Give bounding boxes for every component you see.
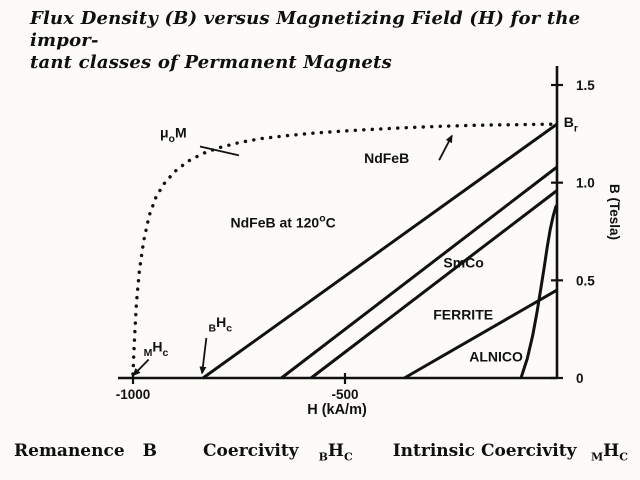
x-tick-label: -1000 [116,387,151,402]
remanence-symbol: B [142,441,158,461]
series-ndfeb [202,122,558,380]
figure-title-line1: Flux Density (B) versus Magnetizing Fiel… [30,8,581,51]
mu0M-label-pointer [199,145,240,157]
remanence-label: Remanence [14,441,125,461]
alnico-label: ALNICO [469,348,523,364]
series-smco [310,189,558,380]
mhc-label-pointer [132,358,150,377]
mhc-label: MHc [144,339,169,360]
intrinsic-coercivity-label: Intrinsic Coercivity [392,441,577,461]
y-tick-label: 0.5 [576,273,595,288]
ndfeb120-label: NdFeB at 120oC [231,213,336,231]
y-tick-label: 1.5 [576,78,595,93]
y-axis-title: B (Tesla) [607,184,622,240]
bhc-label-pointer [199,337,208,375]
series-ferrite [403,288,558,380]
series-alnico [519,204,559,379]
series-mu0M [131,122,559,376]
coercivity-symbol: BHC [318,441,353,464]
mu0M-label: μoM [160,125,187,146]
ferrite-label: FERRITE [433,306,493,322]
y-tick-label: 0 [576,371,584,386]
br-label: Br [564,114,578,134]
y-tick-label: 1.0 [576,176,595,191]
x-axis-title: H (kA/m) [307,402,367,418]
coercivity-label: Coercivity [203,441,299,461]
intrinsic-coercivity-symbol: MHC [590,441,628,464]
x-tick-label: -500 [331,387,358,402]
bhc-label: BHc [208,314,232,335]
series-ndfeb120 [280,165,558,380]
figure-title-line2: tant classes of Permanent Magnets [30,51,392,73]
legend-caption: Remanence B Coercivity BHC Intrinsic Coe… [14,441,632,464]
ndfeb-label-pointer [438,134,453,161]
figure-title: Flux Density (B) versus Magnetizing Fiel… [30,8,615,74]
smco-label: SmCo [443,255,483,271]
ndfeb-label: NdFeB [364,150,409,166]
